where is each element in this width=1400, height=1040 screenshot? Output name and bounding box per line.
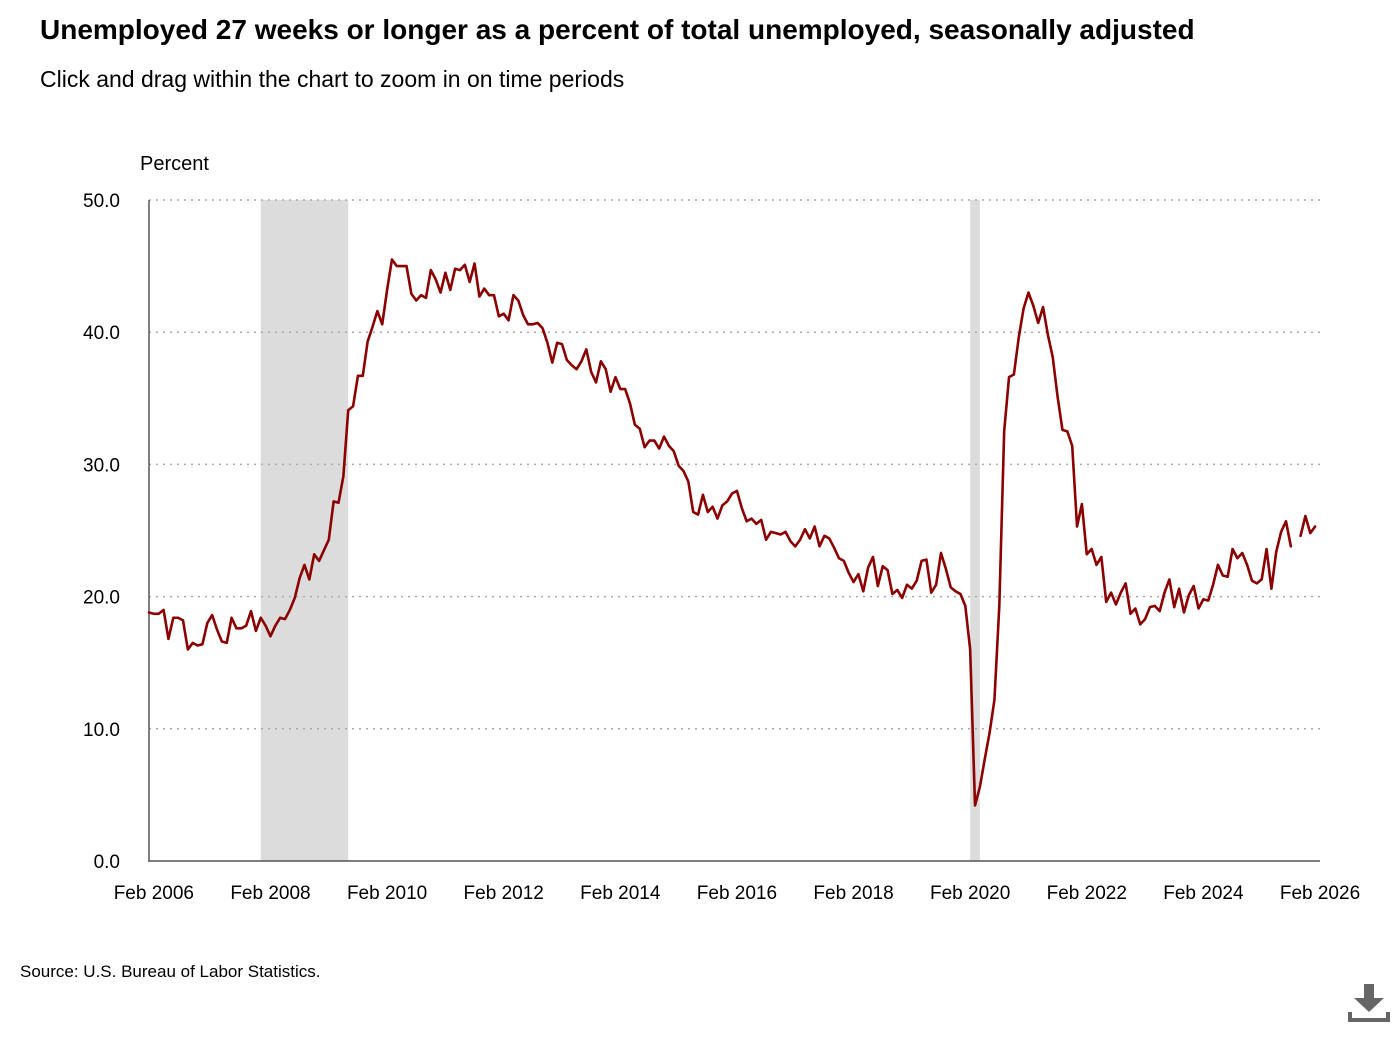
- x-tick-label: Feb 2008: [230, 883, 310, 904]
- x-tick-label: Feb 2022: [1047, 883, 1127, 904]
- recession-band: [970, 200, 980, 861]
- chart-title: Unemployed 27 weeks or longer as a perce…: [40, 14, 1195, 45]
- chart-subtitle: Click and drag within the chart to zoom …: [40, 66, 625, 92]
- y-tick-label: 30.0: [83, 455, 120, 476]
- y-tick-label: 40.0: [83, 323, 120, 344]
- x-tick-label: Feb 2012: [464, 883, 544, 904]
- x-tick-label: Feb 2006: [114, 883, 194, 904]
- x-tick-label: Feb 2010: [347, 883, 427, 904]
- recession-shading: [260, 200, 980, 861]
- y-axis-label: Percent: [140, 153, 209, 175]
- series-path[interactable]: [147, 258, 1317, 807]
- source-note: Source: U.S. Bureau of Labor Statistics.: [20, 962, 321, 981]
- y-tick-label: 20.0: [83, 588, 120, 609]
- x-tick-label: Feb 2020: [930, 883, 1010, 904]
- x-tick-label: Feb 2026: [1280, 883, 1360, 904]
- y-tick-label: 50.0: [83, 191, 120, 212]
- x-tick-label: Feb 2016: [697, 883, 777, 904]
- y-tick-label: 10.0: [83, 720, 120, 741]
- x-tick-label: Feb 2024: [1163, 883, 1244, 904]
- y-tick-label: 0.0: [94, 852, 120, 873]
- x-tick-label: Feb 2018: [813, 883, 893, 904]
- download-icon[interactable]: [1346, 982, 1392, 1028]
- axes: 0.0 10.0 20.0 30.0 40.0 50.0 Feb 2006 Feb 2008 F…: [83, 191, 1360, 904]
- recession-band: [260, 200, 349, 861]
- series-line[interactable]: [147, 258, 1317, 807]
- line-chart[interactable]: 0.0 10.0 20.0 30.0 40.0 50.0 Feb 2006 Feb 2008 F…: [0, 0, 1400, 950]
- x-tick-label: Feb 2014: [580, 883, 661, 904]
